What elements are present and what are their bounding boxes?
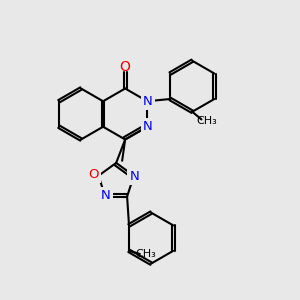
Text: CH₃: CH₃	[135, 249, 156, 259]
Text: N: N	[101, 189, 111, 203]
Text: N: N	[143, 95, 153, 108]
Text: N: N	[130, 170, 139, 183]
Text: N: N	[143, 120, 153, 133]
Text: O: O	[120, 60, 130, 74]
Text: O: O	[89, 168, 99, 181]
Text: CH₃: CH₃	[196, 116, 217, 126]
